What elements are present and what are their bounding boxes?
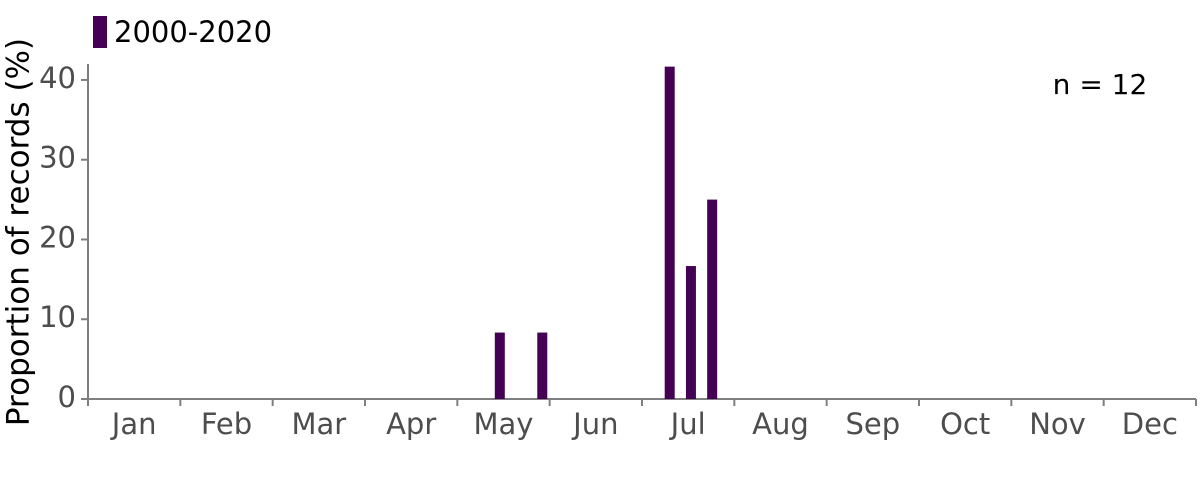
x-tick-label: Aug [752, 407, 809, 441]
y-axis-label: Proportion of records (%) [1, 38, 37, 426]
x-tick-label: Oct [940, 407, 990, 441]
y-tick-label: 40 [39, 61, 76, 95]
x-tick-label: Mar [291, 407, 346, 441]
y-tick-label: 30 [39, 141, 76, 175]
bar [537, 332, 548, 399]
legend-swatch [93, 16, 107, 48]
x-tick-label: Nov [1029, 407, 1086, 441]
bar [685, 266, 696, 399]
x-tick-label: Jan [110, 407, 157, 441]
x-tick-label: Jul [669, 407, 706, 441]
x-tick-label: Apr [386, 407, 436, 441]
x-tick-label: Dec [1122, 407, 1178, 441]
y-tick-label: 0 [58, 380, 76, 414]
bar [707, 199, 718, 399]
bar [664, 66, 675, 399]
y-tick-label: 20 [39, 220, 76, 254]
y-tick-label: 10 [39, 300, 76, 334]
annotation: n = 12 [1053, 68, 1148, 101]
x-tick-label: Feb [201, 407, 252, 441]
x-tick-label: Sep [845, 407, 900, 441]
x-tick-label: Jun [571, 407, 618, 441]
x-tick-label: May [474, 407, 534, 441]
legend-label: 2000-2020 [114, 15, 272, 49]
bar [494, 332, 505, 399]
